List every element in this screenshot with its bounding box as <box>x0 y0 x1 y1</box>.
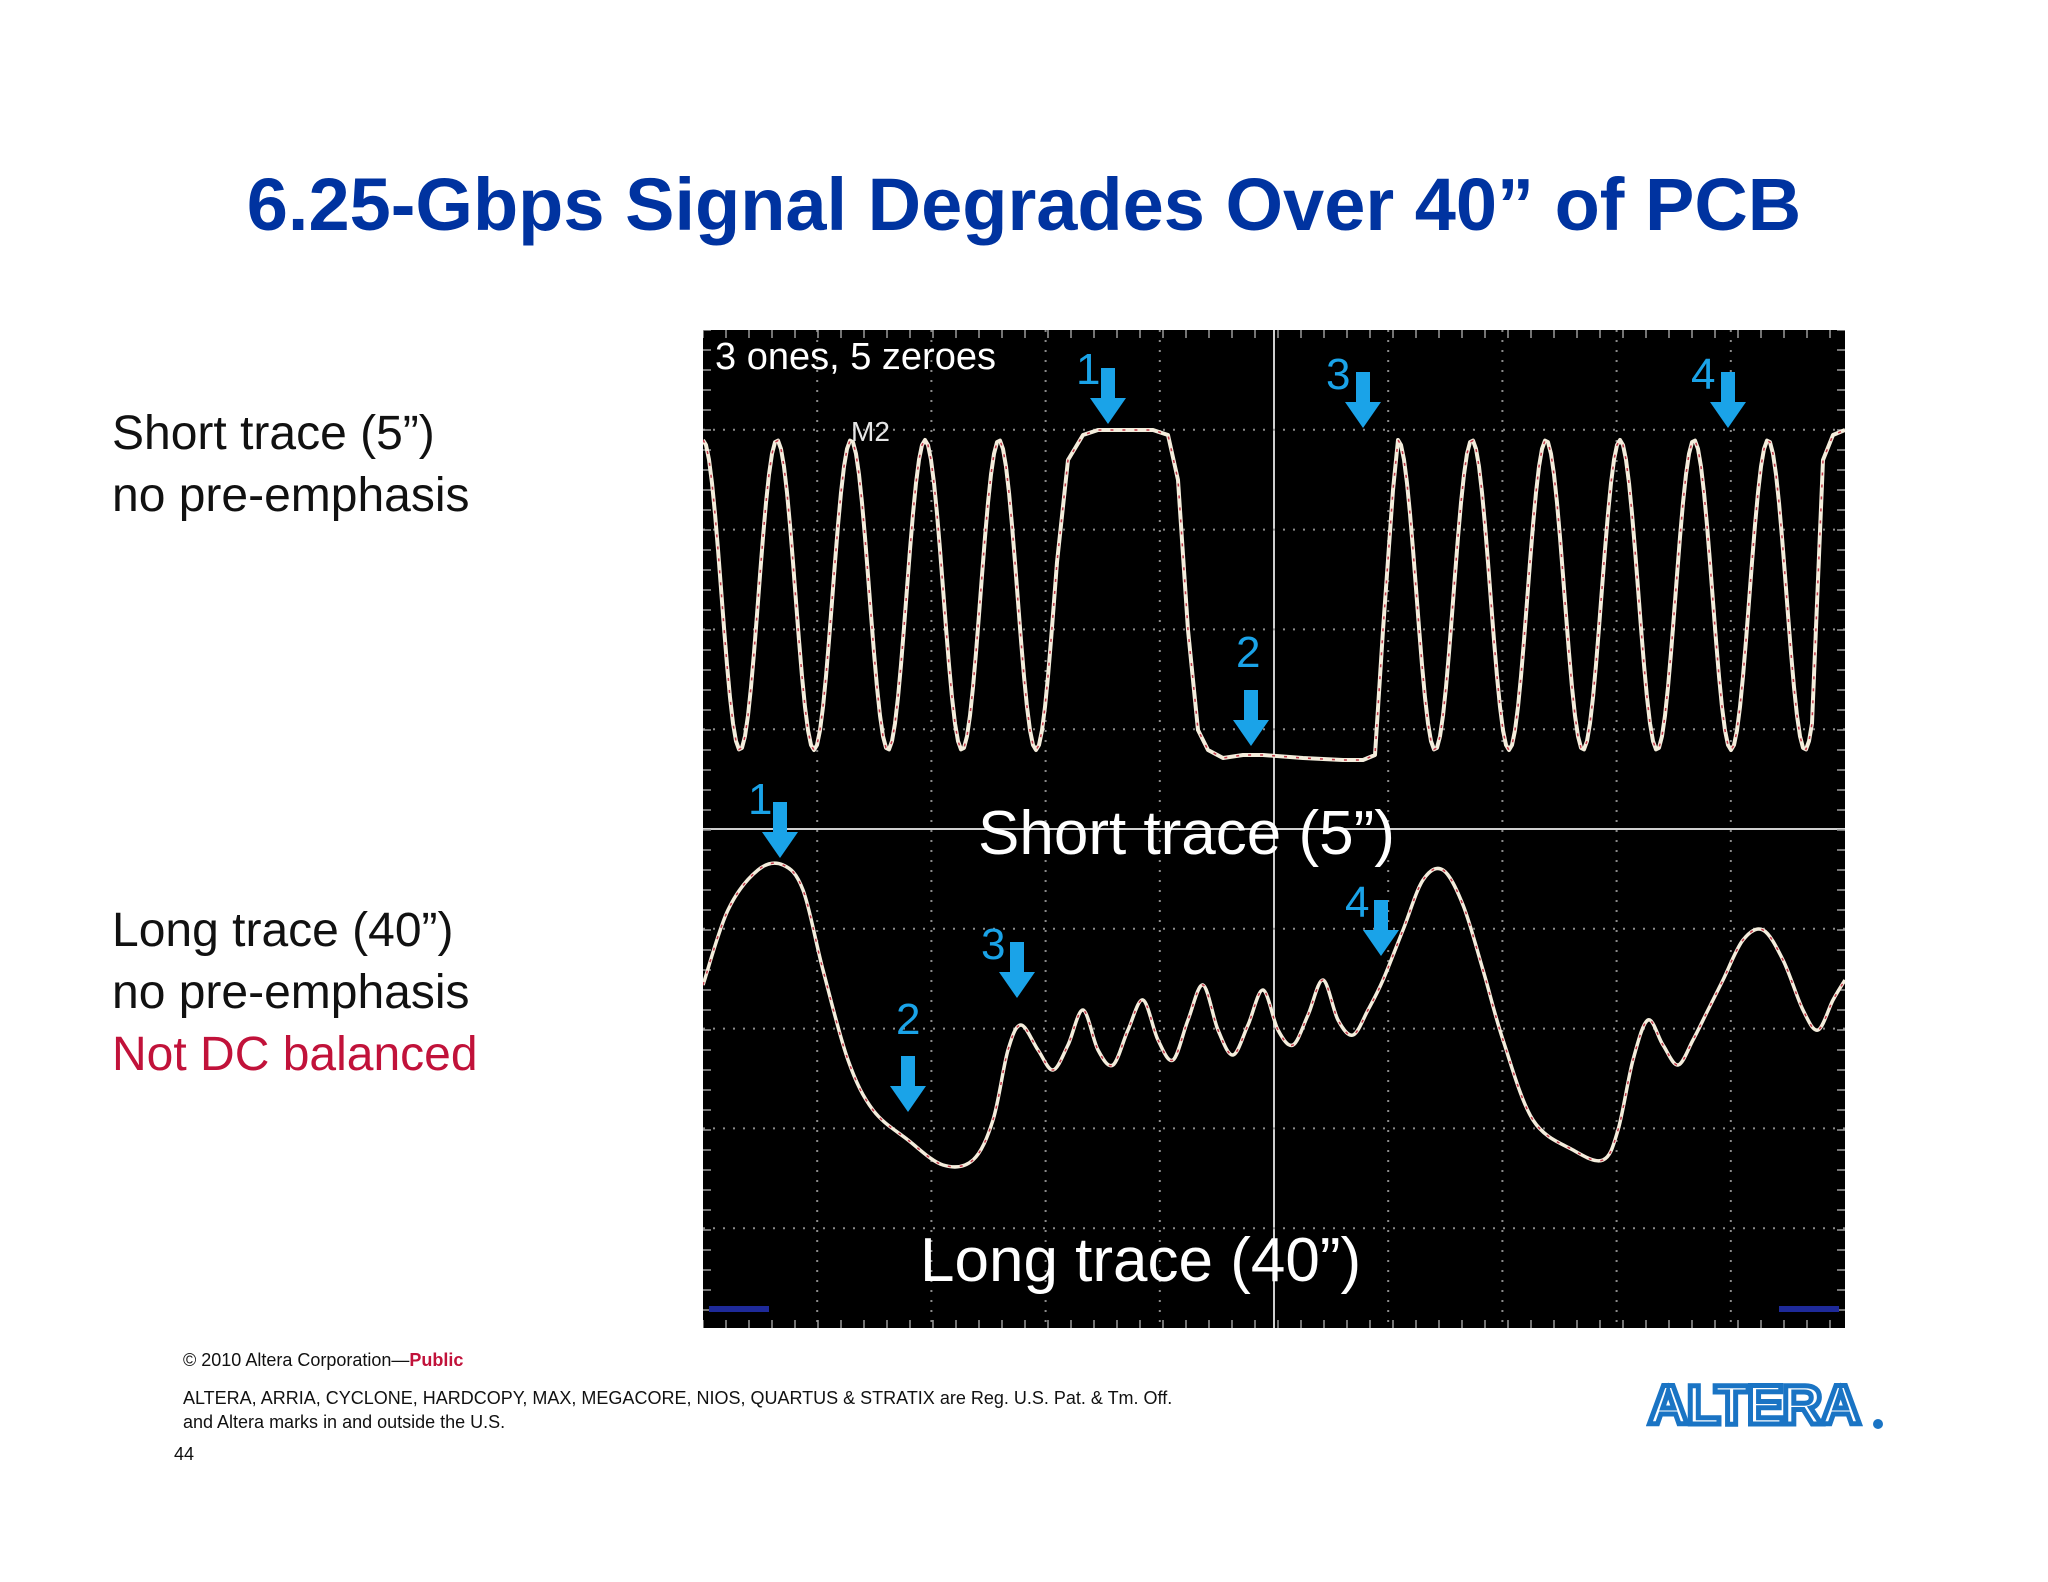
copyright-text: © 2010 Altera Corporation— <box>183 1350 410 1370</box>
oscilloscope-capture: 3 ones, 5 zeroes M2 Short trace (5”) Lon… <box>703 330 1845 1328</box>
oscilloscope-screen <box>703 330 1845 1328</box>
short-marker-4: 4 <box>1691 350 1716 399</box>
long-marker-2: 2 <box>896 995 921 1044</box>
short-trace-waveform-overlay <box>703 429 1845 761</box>
short-marker-2-arrow <box>1233 690 1269 746</box>
long-marker-3-arrow <box>999 942 1035 998</box>
short-marker-1: 1 <box>1076 345 1101 394</box>
slide-title: 6.25-Gbps Signal Degrades Over 40” of PC… <box>246 163 1802 246</box>
long-marker-3: 3 <box>981 920 1006 969</box>
long-trace-waveform-overlay <box>703 862 1845 1168</box>
legal-notice: ALTERA, ARRIA, CYCLONE, HARDCOPY, MAX, M… <box>183 1386 1383 1434</box>
not-dc-balanced-note: Not DC balanced <box>112 1028 478 1081</box>
scope-grid <box>703 330 1845 1328</box>
altera-logo: ALTERA <box>1646 1376 1883 1432</box>
copyright-line: © 2010 Altera Corporation—Public <box>183 1350 463 1371</box>
short-marker-4-arrow <box>1710 372 1746 428</box>
short-trace-label-line1: Short trace (5”) <box>112 407 435 460</box>
long-trace-label: Long trace (40”) no pre-emphasis Not DC … <box>112 900 478 1086</box>
short-trace-label-line2: no pre-emphasis <box>112 469 470 522</box>
legal-line-2: and Altera marks in and outside the U.S. <box>183 1412 506 1432</box>
long-marker-2-arrow <box>890 1056 926 1112</box>
long-marker-4-arrow <box>1363 900 1399 956</box>
short-marker-3-arrow <box>1345 372 1381 428</box>
short-marker-2: 2 <box>1236 628 1261 677</box>
scope-scale-right: ▬▬▬ <box>1779 1295 1839 1317</box>
long-trace-label-line1: Long trace (40”) <box>112 904 454 957</box>
legal-line-1: ALTERA, ARRIA, CYCLONE, HARDCOPY, MAX, M… <box>183 1388 1173 1408</box>
long-marker-1: 1 <box>748 775 773 824</box>
scope-scale-left: ▬▬▬ <box>709 1295 769 1317</box>
short-marker-3: 3 <box>1326 350 1351 399</box>
marker-arrows <box>762 368 1746 1112</box>
long-trace-caption: Long trace (40”) <box>920 1226 1362 1295</box>
bit-pattern-annotation: 3 ones, 5 zeroes <box>715 336 996 378</box>
public-tag: Public <box>409 1350 464 1370</box>
short-marker-1-arrow <box>1090 368 1126 424</box>
short-trace-label: Short trace (5”) no pre-emphasis <box>112 403 470 527</box>
short-trace-caption: Short trace (5”) <box>978 799 1395 868</box>
page-number: 44 <box>174 1444 195 1464</box>
altera-logo-text: ALTERA <box>1648 1376 1859 1432</box>
long-marker-4: 4 <box>1345 878 1370 927</box>
long-trace-label-line2: no pre-emphasis <box>112 966 470 1019</box>
scope-marker-label: M2 <box>851 416 890 447</box>
long-marker-1-arrow <box>762 802 798 858</box>
